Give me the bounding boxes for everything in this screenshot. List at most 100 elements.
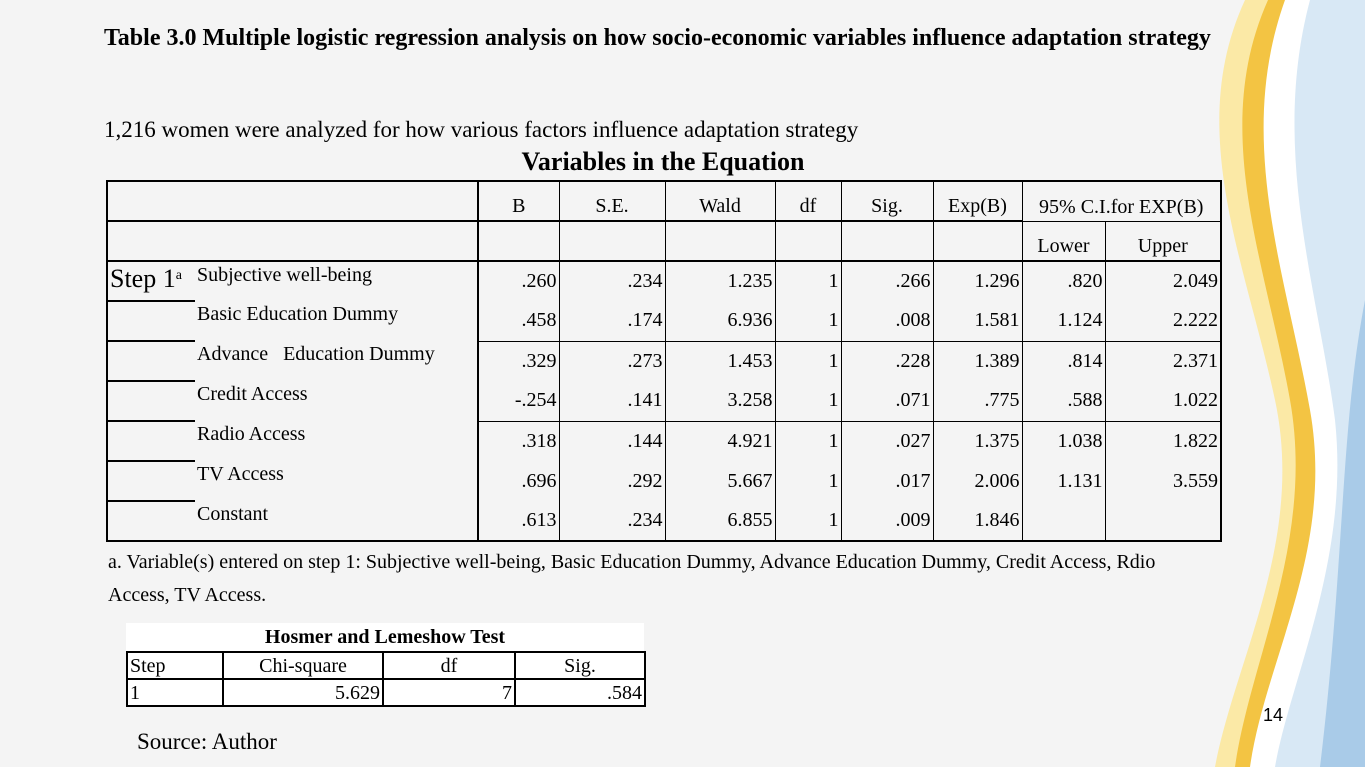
hl-df-value: 7 xyxy=(382,678,516,707)
table-row: Step 1a Subjective well-being .260.234 1.23… xyxy=(106,261,1222,302)
expb-value: 1.581 xyxy=(933,301,1023,342)
hl-step-value: 1 xyxy=(126,678,224,707)
ci-upper-value: 2.049 xyxy=(1105,261,1222,301)
hl-chi-square-value: 5.629 xyxy=(222,678,384,707)
hl-data-row: 1 5.629 7 .584 xyxy=(126,678,646,707)
df-value: 1 xyxy=(775,341,842,381)
hl-header-row: Step Chi-square df Sig. xyxy=(126,651,646,680)
wald-value: 6.855 xyxy=(665,501,776,542)
header-se: S.E. xyxy=(559,181,666,222)
se-value: .292 xyxy=(559,461,666,501)
wald-value: 4.921 xyxy=(665,421,776,461)
coef-b-value: .318 xyxy=(478,421,560,461)
header-wald: Wald xyxy=(665,181,776,222)
header-b: B xyxy=(478,181,560,222)
expb-value: 2.006 xyxy=(933,461,1023,501)
ci-upper-value xyxy=(1105,501,1222,542)
variable-name: Subjective well-being xyxy=(195,261,479,301)
ci-lower-value: .588 xyxy=(1022,381,1106,422)
table-row: Credit Access -.254.141 3.258 1.071.775.588… xyxy=(106,381,1222,422)
variables-in-equation-table: B S.E. Wald df Sig. Exp(B) 95% C.I.for E… xyxy=(106,180,1222,542)
corner-cell xyxy=(106,181,479,222)
ci-upper-value: 3.559 xyxy=(1105,461,1222,501)
header-expb: Exp(B) xyxy=(933,181,1023,222)
step-label: Step 1 xyxy=(110,264,176,293)
df-value: 1 xyxy=(775,501,842,542)
coef-b-value: .613 xyxy=(478,501,560,542)
step-blank-cell xyxy=(106,421,195,462)
se-value: .234 xyxy=(559,501,666,542)
df-value: 1 xyxy=(775,461,842,501)
hosmer-lemeshow-table: Step Chi-square df Sig. 1 5.629 7 .584 xyxy=(126,651,646,707)
coef-b-value: .696 xyxy=(478,461,560,501)
coef-b-value: .329 xyxy=(478,341,560,381)
hl-header-step: Step xyxy=(126,651,224,680)
table-row: Advance Education Dummy .329.273 1.453 1.22… xyxy=(106,341,1222,382)
hosmer-lemeshow-title: Hosmer and Lemeshow Test xyxy=(126,623,644,651)
se-value: .273 xyxy=(559,341,666,381)
subheader-blank xyxy=(106,221,479,262)
sig-value: .266 xyxy=(841,261,934,301)
wald-value: 6.936 xyxy=(665,301,776,342)
ci-lower-value: 1.038 xyxy=(1022,421,1106,461)
step-label-cell: Step 1a xyxy=(106,261,195,302)
step-superscript: a xyxy=(175,268,182,283)
variables-table-body: Step 1a Subjective well-being .260.234 1.23… xyxy=(106,261,1222,542)
coef-b-value: .458 xyxy=(478,301,560,342)
se-value: .144 xyxy=(559,421,666,461)
equation-table-title: Variables in the Equation xyxy=(521,147,805,176)
sig-value: .008 xyxy=(841,301,934,342)
source-note: Source: Author xyxy=(137,729,277,754)
subheader-row: Lower Upper xyxy=(106,221,1222,262)
coef-b-value: -.254 xyxy=(478,381,560,422)
table-row: Radio Access .318.144 4.921 1.027 1.375 1.038… xyxy=(106,421,1222,462)
ci-upper-value: 2.371 xyxy=(1105,341,1222,381)
variable-name: TV Access xyxy=(195,461,479,501)
wald-value: 1.235 xyxy=(665,261,776,301)
hl-header-df: df xyxy=(382,651,516,680)
variable-name: Basic Education Dummy xyxy=(195,301,479,341)
sig-value: .071 xyxy=(841,381,934,422)
df-value: 1 xyxy=(775,301,842,342)
table-row: TV Access .696.292 5.667 1.017 2.006 1.131 3.5… xyxy=(106,461,1222,502)
se-value: .234 xyxy=(559,261,666,301)
variable-name: Advance Education Dummy xyxy=(195,341,479,381)
slide-subtitle: 1,216 women were analyzed for how variou… xyxy=(104,117,859,142)
variable-name: Constant xyxy=(195,501,479,542)
ci-lower-value xyxy=(1022,501,1106,542)
df-value: 1 xyxy=(775,261,842,301)
df-value: 1 xyxy=(775,421,842,461)
ci-upper-value: 1.822 xyxy=(1105,421,1222,461)
header-lower: Lower xyxy=(1022,221,1106,262)
variable-name: Radio Access xyxy=(195,421,479,461)
step-blank-cell xyxy=(106,461,195,502)
hl-sig-value: .584 xyxy=(514,678,646,707)
table-row: Constant .613.234 6.855 1.009 1.846 xyxy=(106,501,1222,542)
expb-value: 1.389 xyxy=(933,341,1023,381)
step-blank-cell xyxy=(106,301,195,342)
header-ci: 95% C.I.for EXP(B) xyxy=(1022,181,1222,222)
ci-lower-value: .814 xyxy=(1022,341,1106,381)
expb-value: 1.375 xyxy=(933,421,1023,461)
page-number: 14 xyxy=(1263,705,1284,725)
ci-lower-value: 1.131 xyxy=(1022,461,1106,501)
df-value: 1 xyxy=(775,381,842,422)
step-blank-cell xyxy=(106,501,195,542)
sig-value: .017 xyxy=(841,461,934,501)
header-df: df xyxy=(775,181,842,222)
step-blank-cell xyxy=(106,381,195,422)
ci-upper-value: 2.222 xyxy=(1105,301,1222,342)
hl-header-chi-square: Chi-square xyxy=(222,651,384,680)
sig-value: .027 xyxy=(841,421,934,461)
coef-b-value: .260 xyxy=(478,261,560,301)
variable-name: Credit Access xyxy=(195,381,479,421)
expb-value: 1.846 xyxy=(933,501,1023,542)
se-value: .174 xyxy=(559,301,666,342)
sig-value: .228 xyxy=(841,341,934,381)
expb-value: 1.296 xyxy=(933,261,1023,301)
se-value: .141 xyxy=(559,381,666,422)
table-footnote: a. Variable(s) entered on step 1: Subjec… xyxy=(108,551,1156,606)
header-row: B S.E. Wald df Sig. Exp(B) 95% C.I.for E… xyxy=(106,181,1222,222)
ci-lower-value: 1.124 xyxy=(1022,301,1106,342)
